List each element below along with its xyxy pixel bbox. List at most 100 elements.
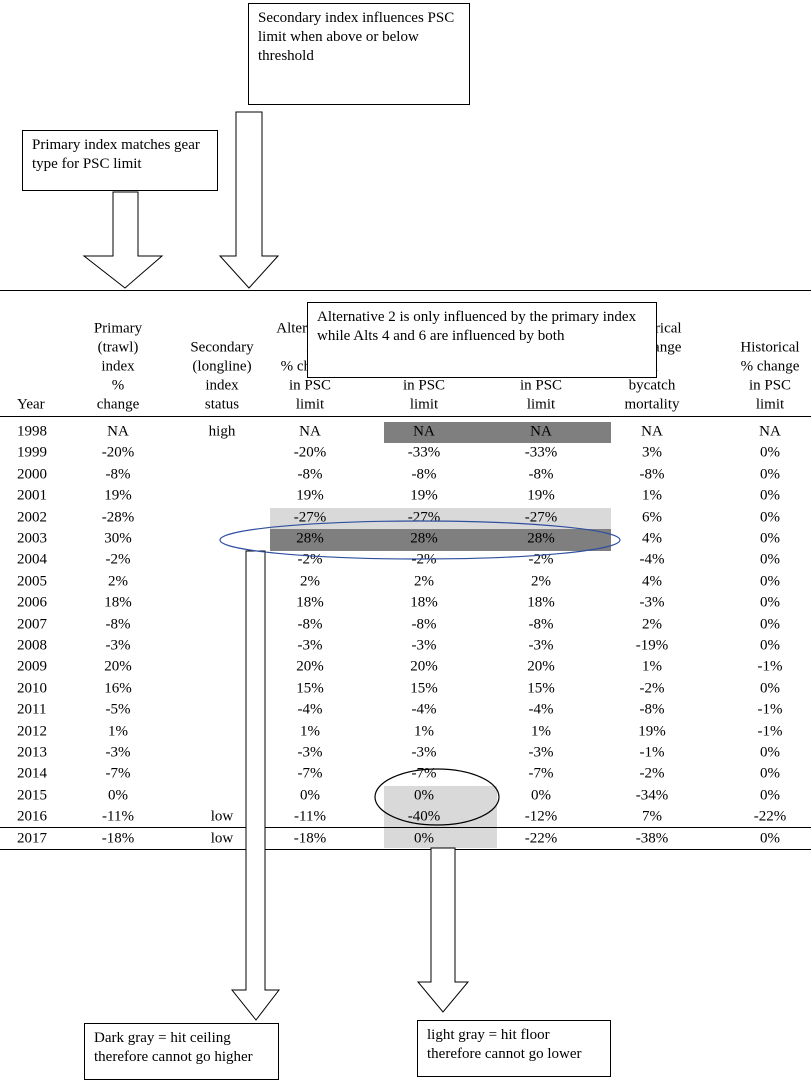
table-cell: 20%	[104, 658, 132, 675]
table-cell: -27%	[524, 509, 558, 526]
table-cell: -12%	[524, 808, 558, 825]
column-header: index	[205, 377, 239, 394]
table-cell: high	[208, 423, 236, 440]
table-cell: -8%	[105, 616, 131, 633]
column-header: bycatch	[628, 377, 676, 394]
row-year: 2017	[17, 830, 47, 847]
table-cell: -1%	[757, 658, 783, 675]
table-cell: 2%	[414, 573, 434, 590]
table-cell: NA	[413, 423, 435, 440]
table-cell: 0%	[300, 787, 320, 804]
table-cell: 28%	[410, 530, 438, 547]
column-header: status	[204, 396, 240, 413]
table-cell: -1%	[757, 701, 783, 718]
table-cell: 6%	[642, 509, 662, 526]
row-rule	[0, 827, 811, 828]
table-cell: -8%	[411, 466, 437, 483]
table-cell: 28%	[527, 530, 555, 547]
column-header: change	[96, 396, 140, 413]
table-cell: -3%	[105, 744, 131, 761]
table-cell: -2%	[639, 680, 665, 697]
table-cell: 0%	[760, 787, 780, 804]
row-year: 2006	[17, 594, 47, 611]
table-cell: 2%	[108, 573, 128, 590]
table-cell: -19%	[635, 637, 669, 654]
table-cell: -20%	[293, 444, 327, 461]
table-cell: 20%	[527, 658, 555, 675]
table-cell: 28%	[296, 530, 324, 547]
column-header: limit	[755, 396, 785, 413]
table-cell: 15%	[527, 680, 555, 697]
row-year: 2013	[17, 744, 47, 761]
table-cell: 0%	[414, 787, 434, 804]
table-cell: -3%	[639, 594, 665, 611]
table-cell: -4%	[528, 701, 554, 718]
row-year: 2012	[17, 723, 47, 740]
table-cell: 19%	[104, 487, 132, 504]
row-year: 2010	[17, 680, 47, 697]
column-header: limit	[526, 396, 556, 413]
callout: Alternative 2 is only influenced by the …	[307, 302, 657, 378]
column-header: Year	[17, 396, 45, 413]
column-header: in PSC	[519, 377, 563, 394]
table-cell: 0%	[760, 530, 780, 547]
column-header: limit	[295, 396, 325, 413]
column-header: (trawl)	[97, 339, 139, 356]
table-cell: 4%	[642, 530, 662, 547]
callout: Secondary index influences PSC limit whe…	[248, 3, 470, 105]
table-cell: NA	[759, 423, 781, 440]
column-header: in PSC	[402, 377, 446, 394]
arrow	[416, 847, 470, 1013]
row-year: 2016	[17, 808, 47, 825]
row-year: 2001	[17, 487, 47, 504]
ceiling-shade	[270, 529, 611, 551]
table-cell: -1%	[757, 723, 783, 740]
table-cell: -33%	[407, 444, 441, 461]
table-cell: -11%	[102, 808, 134, 825]
row-year: 2014	[17, 765, 47, 782]
table-cell: 1%	[531, 723, 551, 740]
table-cell: 19%	[296, 487, 324, 504]
column-header: in PSC	[748, 377, 792, 394]
table-cell: 16%	[104, 680, 132, 697]
table-cell: -8%	[639, 701, 665, 718]
table-cell: -3%	[411, 637, 437, 654]
table-cell: -7%	[105, 765, 131, 782]
table-cell: 18%	[527, 594, 555, 611]
table-cell: -5%	[105, 701, 131, 718]
table-cell: 0%	[760, 616, 780, 633]
table-cell: 18%	[410, 594, 438, 611]
table-cell: -8%	[105, 466, 131, 483]
table-cell: -34%	[635, 787, 669, 804]
table-cell: -4%	[297, 701, 323, 718]
table-cell: 2%	[531, 573, 551, 590]
column-header: Historical	[740, 339, 800, 356]
callout: Primary index matches gear type for PSC …	[22, 130, 218, 191]
table-cell: 0%	[760, 509, 780, 526]
table-cell: 0%	[760, 830, 780, 847]
floor-shade	[384, 786, 497, 848]
table-cell: 0%	[760, 594, 780, 611]
table-cell: 0%	[760, 765, 780, 782]
callout: Dark gray = hit ceiling therefore cannot…	[84, 1023, 279, 1080]
table-cell: -3%	[528, 744, 554, 761]
table-cell: -8%	[411, 616, 437, 633]
table-cell: 30%	[104, 530, 132, 547]
table-cell: 19%	[638, 723, 666, 740]
row-year: 2005	[17, 573, 47, 590]
table-bottom-rule	[0, 849, 811, 850]
table-cell: -18%	[101, 830, 135, 847]
table-cell: -4%	[639, 551, 665, 568]
table-cell: -28%	[101, 509, 135, 526]
table-cell: -8%	[639, 466, 665, 483]
table-cell: 1%	[108, 723, 128, 740]
table-cell: 2%	[300, 573, 320, 590]
table-cell: -2%	[639, 765, 665, 782]
table-cell: low	[210, 808, 234, 825]
table-cell: 1%	[642, 487, 662, 504]
table-cell: 18%	[296, 594, 324, 611]
row-year: 1998	[17, 423, 47, 440]
table-cell: 20%	[296, 658, 324, 675]
table-cell: -1%	[639, 744, 665, 761]
